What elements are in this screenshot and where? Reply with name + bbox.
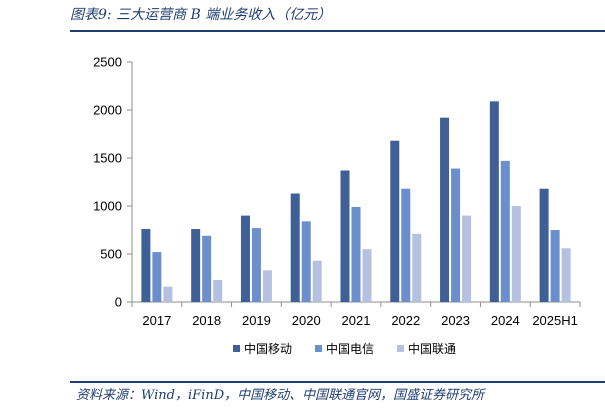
- bar-2017-2: [163, 286, 173, 302]
- bar-2024-0: [489, 101, 499, 302]
- bar-2019-2: [262, 270, 272, 302]
- bar-2021-0: [340, 170, 350, 302]
- legend: 中国移动 中国电信 中国联通: [233, 341, 456, 356]
- bar-2020-0: [290, 193, 300, 302]
- bar-2020-2: [312, 260, 322, 302]
- y-tick-label: 500: [100, 247, 122, 262]
- x-tick-label: 2023: [441, 313, 470, 328]
- bar-2017-0: [141, 229, 151, 302]
- x-axis: 2017 2018 2019 2020 2021 2022 2023 2024 2025H1: [131, 301, 581, 328]
- bar-2023-2: [462, 215, 472, 302]
- bar-2024-2: [511, 206, 521, 302]
- x-tick-label: 2022: [391, 313, 420, 328]
- legend-label: 中国移动: [244, 341, 292, 356]
- x-tick-label: 2018: [192, 313, 221, 328]
- x-tick-label: 2019: [242, 313, 271, 328]
- y-tick-label: 1500: [93, 151, 122, 166]
- legend-label: 中国联通: [408, 341, 456, 356]
- bar-2022-1: [401, 188, 411, 302]
- title-divider: [70, 30, 605, 32]
- bar-2021-2: [362, 249, 372, 302]
- y-tick-label: 1000: [93, 199, 122, 214]
- y-tick-label: 0: [115, 295, 122, 310]
- bar-2018-0: [191, 229, 201, 302]
- legend-label: 中国电信: [326, 341, 374, 356]
- source-divider: [70, 381, 605, 383]
- y-tick-label: 2000: [93, 103, 122, 118]
- x-tick-label: 2017: [142, 313, 171, 328]
- y-tick-label: 2500: [93, 55, 122, 70]
- figure-title: 图表9: 三大运营商 B 端业务收入（亿元）: [70, 7, 332, 23]
- bar-series-group: [141, 101, 571, 303]
- x-tick-label: 2020: [292, 313, 321, 328]
- bar-2025H1-0: [539, 188, 549, 302]
- bar-2022-2: [412, 233, 422, 302]
- bar-2022-0: [390, 140, 400, 302]
- bar-2023-0: [440, 117, 450, 303]
- legend-swatch: [233, 345, 240, 352]
- bar-2025H1-1: [550, 230, 560, 302]
- bar-2023-1: [451, 168, 461, 302]
- bar-2020-1: [301, 221, 311, 302]
- x-tick-label: 2024: [491, 313, 520, 328]
- legend-item: 中国联通: [397, 341, 456, 356]
- legend-item: 中国电信: [315, 341, 374, 356]
- bar-2019-1: [251, 228, 261, 302]
- bar-2017-1: [152, 252, 162, 302]
- legend-swatch: [315, 345, 322, 352]
- x-tick-label: 2021: [342, 313, 371, 328]
- bar-2018-2: [213, 279, 223, 302]
- y-axis: 0 500 1000 1500 2000 2500: [93, 55, 133, 310]
- bar-chart: 0 500 1000 1500 2000 2500 2017 2018 2019 2020 202…: [93, 55, 581, 356]
- legend-item: 中国移动: [233, 341, 292, 356]
- bar-2025H1-2: [561, 248, 571, 302]
- bar-2021-1: [351, 206, 361, 302]
- bar-2018-1: [202, 235, 212, 302]
- x-tick-label: 2025H1: [532, 313, 578, 328]
- legend-swatch: [397, 345, 404, 352]
- bar-2019-0: [240, 215, 250, 302]
- source-note: 资料来源：Wind，iFinD，中国移动、中国联通官网，国盛证券研究所: [76, 388, 485, 403]
- bar-2024-1: [500, 160, 510, 302]
